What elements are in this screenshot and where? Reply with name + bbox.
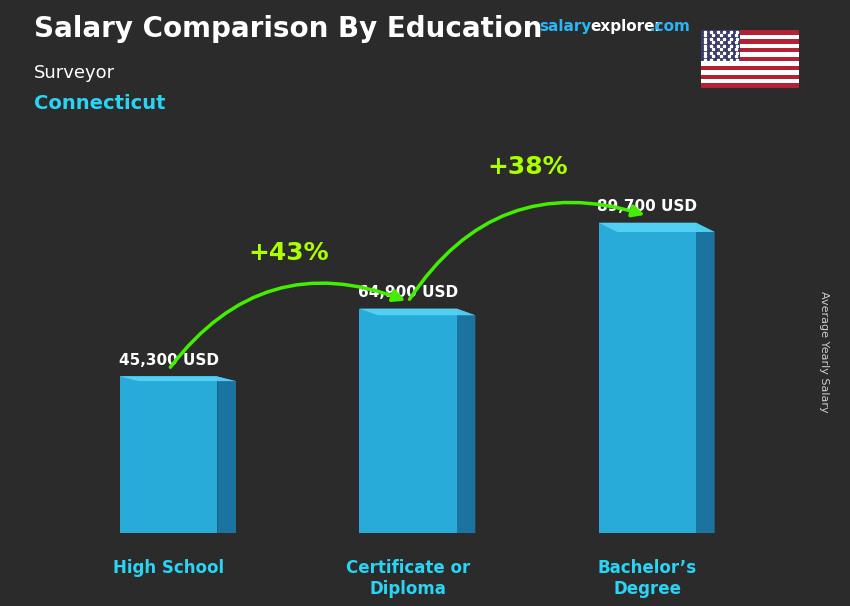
Bar xyxy=(701,70,799,75)
Text: +43%: +43% xyxy=(248,241,329,265)
Bar xyxy=(701,48,799,53)
Polygon shape xyxy=(360,308,456,533)
Text: 89,700 USD: 89,700 USD xyxy=(598,199,697,214)
Bar xyxy=(701,84,799,88)
Text: 64,900 USD: 64,900 USD xyxy=(358,285,458,300)
Bar xyxy=(701,30,740,61)
Bar xyxy=(701,39,799,44)
Text: explorer: explorer xyxy=(591,19,663,35)
Text: .com: .com xyxy=(649,19,690,35)
Bar xyxy=(701,44,799,48)
Text: Certificate or
Diploma: Certificate or Diploma xyxy=(346,559,470,598)
Text: Average Yearly Salary: Average Yearly Salary xyxy=(819,291,829,412)
Text: 45,300 USD: 45,300 USD xyxy=(119,353,218,368)
Bar xyxy=(701,57,799,61)
Text: Bachelor’s
Degree: Bachelor’s Degree xyxy=(598,559,697,598)
Text: Salary Comparison By Education: Salary Comparison By Education xyxy=(34,15,542,43)
Bar xyxy=(701,79,799,84)
Bar xyxy=(701,53,799,57)
Bar xyxy=(701,65,799,70)
Bar xyxy=(701,35,799,39)
Bar xyxy=(701,61,799,65)
Polygon shape xyxy=(456,308,475,533)
Polygon shape xyxy=(218,376,236,533)
Polygon shape xyxy=(120,376,236,381)
Polygon shape xyxy=(360,308,475,315)
Text: salary: salary xyxy=(540,19,592,35)
Polygon shape xyxy=(696,222,715,533)
Polygon shape xyxy=(598,222,715,232)
Text: +38%: +38% xyxy=(487,155,568,179)
Text: High School: High School xyxy=(113,559,224,578)
Text: Connecticut: Connecticut xyxy=(34,94,166,113)
Polygon shape xyxy=(598,222,696,533)
Text: Surveyor: Surveyor xyxy=(34,64,115,82)
Polygon shape xyxy=(120,376,218,533)
Bar xyxy=(701,30,799,35)
Bar xyxy=(701,75,799,79)
